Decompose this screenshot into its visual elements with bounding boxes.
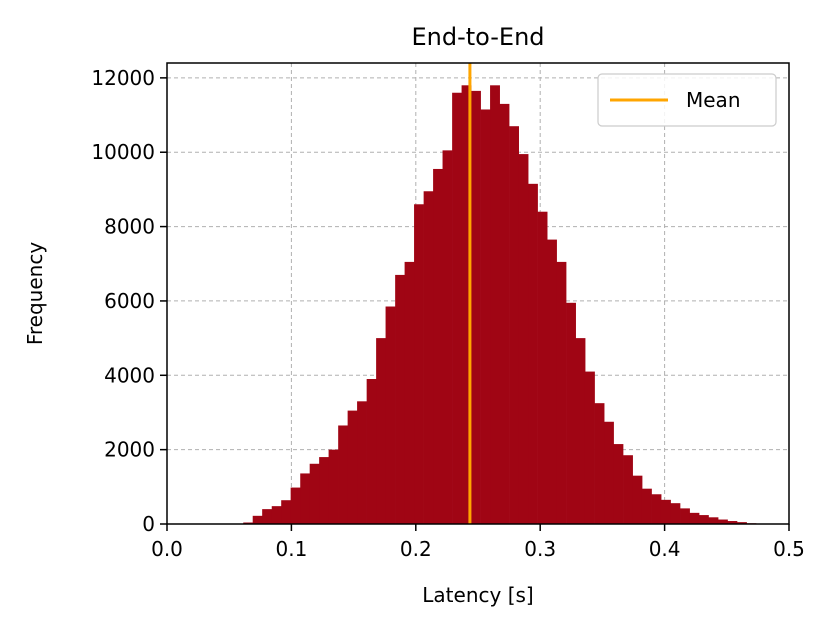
histogram-bar — [737, 522, 747, 524]
histogram-bar — [309, 463, 320, 524]
histogram-bar — [357, 401, 367, 524]
histogram-bar — [537, 211, 548, 525]
histogram-bar — [499, 103, 510, 524]
legend-box — [597, 73, 777, 127]
y-tick-label: 4000 — [104, 363, 155, 387]
y-tick-label: 2000 — [104, 438, 155, 462]
histogram-bar — [442, 150, 453, 524]
x-tick-label: 0.4 — [649, 537, 681, 561]
histogram-bar — [556, 261, 567, 524]
x-axis-ticks: 0.0 0.1 0.2 0.3 0.4 0.5 — [151, 524, 805, 561]
plot-frame — [166, 62, 790, 525]
legend-label-mean: Mean — [686, 88, 741, 112]
x-tick-label: 0.3 — [524, 537, 556, 561]
histogram-bar — [300, 473, 311, 524]
y-tick-label: 12000 — [91, 66, 155, 90]
histogram-bar — [518, 154, 529, 525]
x-tick-label: 0.1 — [275, 537, 307, 561]
histogram-bar — [490, 85, 500, 524]
histogram-bar — [262, 509, 273, 524]
histogram-bar — [461, 85, 472, 524]
histogram-bar — [528, 183, 538, 525]
histogram-bars — [243, 85, 766, 525]
histogram-bar — [584, 371, 595, 524]
y-axis-label: Frequency — [23, 242, 47, 345]
y-tick-label: 8000 — [104, 215, 155, 239]
histogram-bar — [480, 109, 491, 524]
histogram-bar — [376, 338, 387, 524]
y-axis-ticks: 0 2000 4000 6000 8000 10000 12000 — [91, 66, 167, 536]
histogram-bar — [708, 517, 719, 524]
histogram-bar — [290, 487, 301, 524]
histogram-bar — [338, 425, 349, 524]
histogram-bar — [651, 494, 662, 524]
legend: Mean — [597, 73, 777, 127]
histogram-bar — [566, 302, 576, 524]
histogram-bar — [404, 261, 415, 524]
histogram-bar — [660, 499, 671, 524]
x-tick-label: 0.2 — [400, 537, 432, 561]
histogram-bar — [328, 449, 339, 524]
histogram-bar — [319, 457, 330, 524]
histogram-bar — [623, 455, 633, 524]
histogram-bar — [594, 403, 605, 524]
histogram-bar — [689, 512, 700, 524]
histogram-bar — [423, 191, 434, 525]
x-tick-label: 0.0 — [151, 537, 183, 561]
histogram-bar — [727, 521, 738, 524]
histogram-bar — [641, 488, 652, 524]
histogram-bar — [433, 168, 443, 525]
histogram-bar — [471, 90, 481, 525]
histogram-bar — [366, 379, 377, 524]
y-tick-label: 0 — [142, 512, 155, 536]
histogram-bar — [613, 444, 624, 524]
histogram-bar — [670, 503, 681, 524]
x-axis-label: Latency [s] — [422, 583, 533, 607]
histogram-bar — [271, 506, 282, 524]
histogram-bar — [452, 92, 463, 524]
chart-title: End-to-End — [411, 23, 544, 51]
histogram-bar — [414, 204, 424, 524]
histogram-bar — [395, 274, 406, 524]
histogram-bar — [698, 515, 709, 524]
histogram-bar — [347, 410, 358, 524]
histogram-bar — [632, 475, 643, 524]
y-tick-label: 6000 — [104, 289, 155, 313]
histogram-bar — [252, 515, 263, 524]
histogram-bar — [547, 239, 557, 524]
histogram-bar — [575, 338, 586, 524]
y-tick-label: 10000 — [91, 140, 155, 164]
histogram-bar — [509, 126, 519, 525]
histogram-bar — [680, 508, 690, 524]
x-tick-label: 0.5 — [773, 537, 805, 561]
histogram-bar — [717, 519, 728, 524]
histogram-bar — [604, 421, 614, 524]
histogram-bar — [385, 306, 396, 524]
histogram-bar — [281, 500, 292, 524]
